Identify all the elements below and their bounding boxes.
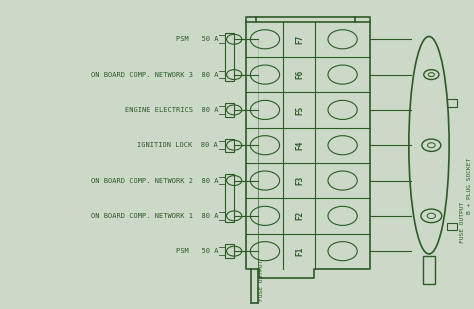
Bar: [225, 103, 234, 116]
Text: FUSE OUTPUT: FUSE OUTPUT: [460, 202, 465, 243]
Bar: [225, 244, 234, 258]
Text: F2: F2: [295, 211, 304, 221]
Bar: [423, 256, 435, 284]
Text: FUSE OUTPUT: FUSE OUTPUT: [259, 260, 264, 301]
Bar: [225, 33, 234, 81]
Text: F7: F7: [295, 35, 304, 44]
Text: ON BOARD COMP. NETWORK 2  80 A: ON BOARD COMP. NETWORK 2 80 A: [91, 178, 218, 184]
Text: IGNITION LOCK  80 A: IGNITION LOCK 80 A: [137, 142, 218, 148]
Text: F4: F4: [295, 141, 304, 150]
Text: F5: F5: [295, 105, 304, 115]
Text: ON BOARD COMP. NETWORK 3  80 A: ON BOARD COMP. NETWORK 3 80 A: [91, 72, 218, 78]
Text: ENGINE ELECTRICS  80 A: ENGINE ELECTRICS 80 A: [125, 107, 218, 113]
Bar: [225, 138, 234, 152]
Text: F6: F6: [295, 70, 304, 79]
Text: PSM   50 A: PSM 50 A: [175, 248, 218, 254]
Text: F1: F1: [295, 247, 304, 256]
Bar: [225, 174, 234, 222]
Text: PSM   50 A: PSM 50 A: [175, 36, 218, 42]
Bar: [447, 99, 457, 107]
Text: B + PLUG SOCKET: B + PLUG SOCKET: [467, 157, 472, 214]
Text: ON BOARD COMP. NETWORK 1  80 A: ON BOARD COMP. NETWORK 1 80 A: [91, 213, 218, 219]
Text: F3: F3: [295, 176, 304, 185]
Bar: [447, 223, 457, 230]
